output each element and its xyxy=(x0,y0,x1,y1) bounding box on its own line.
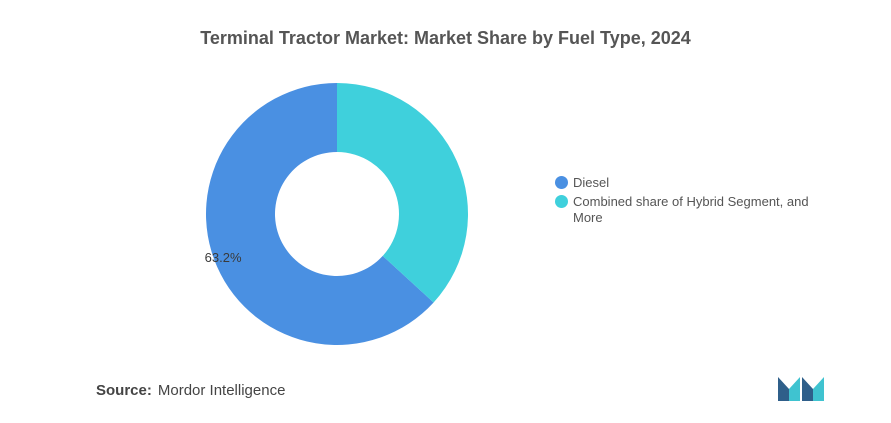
data-label-diesel: 63.2% xyxy=(205,250,242,265)
legend-label-diesel: Diesel xyxy=(573,175,610,190)
legend-swatch-hybrid xyxy=(555,195,568,208)
chart-legend: Diesel Combined share of Hybrid Segment,… xyxy=(555,175,855,229)
source-label: Source: xyxy=(96,382,152,399)
legend-label-hybrid: Combined share of Hybrid Segment, and Mo… xyxy=(573,194,809,225)
donut-slices xyxy=(206,83,469,345)
source-text: Mordor Intelligence xyxy=(157,382,286,399)
legend-swatch-diesel xyxy=(555,176,568,189)
mordor-intelligence-logo-icon xyxy=(778,377,824,401)
slice-diesel[interactable] xyxy=(206,83,434,345)
chart-title: Terminal Tractor Market: Market Share by… xyxy=(200,28,691,48)
legend-item-hybrid[interactable]: Combined share of Hybrid Segment, and Mo… xyxy=(555,194,855,226)
source-note: Source: Mordor Intelligence xyxy=(96,382,285,399)
legend-item-diesel[interactable]: Diesel xyxy=(555,175,855,191)
slice-hybrid[interactable] xyxy=(337,83,469,303)
data-labels: 63.2% xyxy=(205,250,242,265)
